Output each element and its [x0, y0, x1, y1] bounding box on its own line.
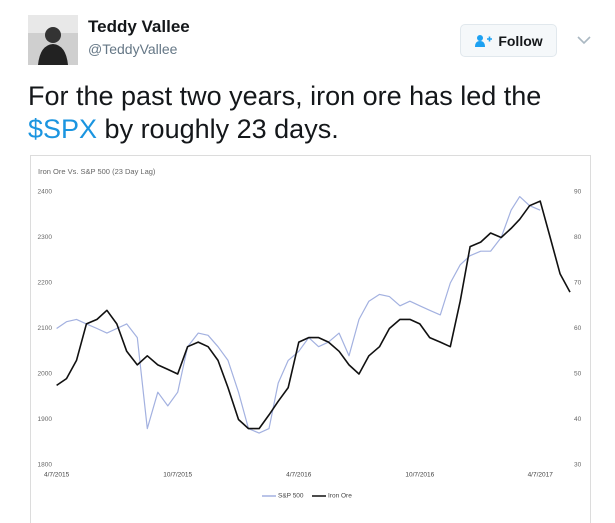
series-line	[56, 200, 571, 430]
x-tick-label: 4/7/2016	[286, 472, 312, 479]
follow-icon	[475, 34, 493, 47]
y2-tick-label: 60	[574, 325, 582, 332]
author-name[interactable]: Teddy Vallee	[88, 17, 190, 36]
x-tick-label: 4/7/2015	[44, 472, 70, 479]
author-handle[interactable]: @TeddyVallee	[88, 41, 178, 57]
y2-tick-label: 50	[574, 371, 582, 378]
follow-button[interactable]: Follow	[460, 24, 557, 57]
x-tick-label: 10/7/2015	[163, 472, 192, 479]
cashtag[interactable]: $SPX	[28, 114, 98, 144]
tweet-text-start: For the past two years, iron ore has led…	[28, 81, 542, 111]
y2-tick-label: 30	[574, 462, 582, 469]
y-tick-label: 2000	[38, 371, 53, 378]
chart-frame	[30, 155, 591, 523]
legend-label: S&P 500	[278, 493, 304, 500]
tweet-text-end: by roughly 23 days.	[97, 114, 339, 144]
y2-tick-label: 40	[574, 416, 582, 423]
follow-label: Follow	[498, 32, 543, 49]
tweet-text: For the past two years, iron ore has led…	[28, 80, 598, 146]
avatar[interactable]	[28, 15, 78, 65]
y-tick-label: 2100	[38, 325, 53, 332]
series-line	[56, 196, 541, 434]
y-tick-label: 2400	[38, 189, 53, 196]
chart-title: Iron Ore Vs. S&P 500 (23 Day Lag)	[38, 167, 156, 176]
y-tick-label: 1800	[38, 462, 53, 469]
y2-tick-label: 90	[574, 189, 582, 196]
y2-tick-label: 70	[574, 280, 582, 287]
y-tick-label: 2200	[38, 280, 53, 287]
x-tick-label: 10/7/2016	[405, 472, 434, 479]
y-tick-label: 1900	[38, 416, 53, 423]
menu-caret[interactable]	[576, 34, 592, 46]
y2-tick-label: 80	[574, 234, 582, 241]
y-tick-label: 2300	[38, 234, 53, 241]
legend-label: Iron Ore	[328, 493, 352, 500]
x-tick-label: 4/7/2017	[528, 472, 554, 479]
